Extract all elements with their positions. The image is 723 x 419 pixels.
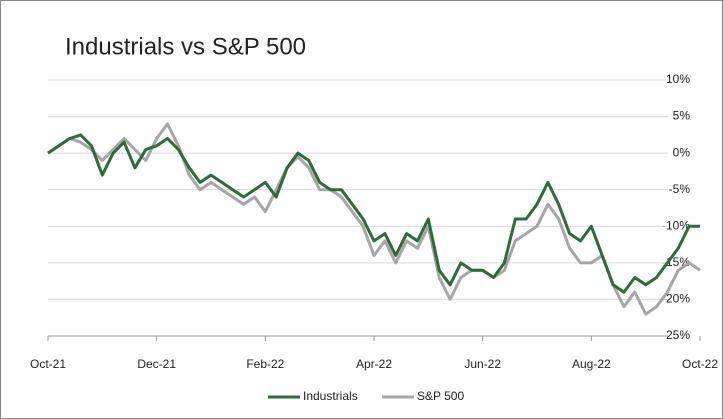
x-tick-label: Aug-22 <box>572 357 611 371</box>
y-tick-label: -10% <box>662 218 690 232</box>
y-tick-label: -20% <box>662 292 690 306</box>
y-tick-label: 10% <box>666 72 690 86</box>
y-tick-label: 0% <box>673 145 691 159</box>
legend-label: S&P 500 <box>417 389 464 403</box>
x-tick-label: Dec-21 <box>137 357 176 371</box>
series-line <box>47 122 701 316</box>
y-tick-label: -5% <box>669 182 691 196</box>
y-tick-label: 5% <box>673 109 691 123</box>
x-tick-label: Jun-22 <box>464 357 501 371</box>
x-tick-label: Oct-22 <box>682 357 718 371</box>
chart-title: Industrials vs S&P 500 <box>65 33 306 60</box>
x-tick-label: Apr-22 <box>356 357 392 371</box>
x-tick-label: Oct-21 <box>30 357 66 371</box>
x-tick-label: Feb-22 <box>246 357 284 371</box>
series-line <box>47 133 700 294</box>
legend-label: Industrials <box>303 389 358 403</box>
y-tick-label: -25% <box>662 328 690 342</box>
